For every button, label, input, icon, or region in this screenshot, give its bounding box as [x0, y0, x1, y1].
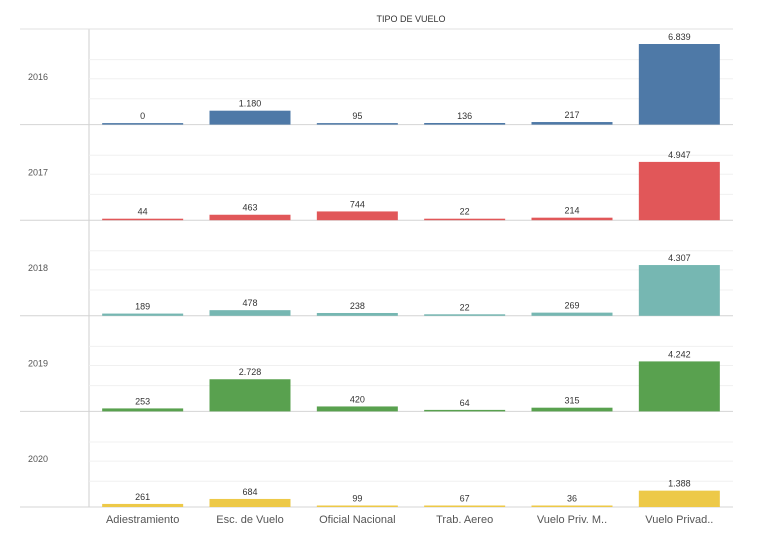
data-label: 253 [135, 396, 150, 406]
data-label: 214 [564, 206, 579, 216]
data-label: 64 [460, 398, 470, 408]
data-label: 36 [567, 494, 577, 504]
data-label: 478 [242, 298, 257, 308]
bar [424, 218, 506, 221]
data-label: 189 [135, 302, 150, 312]
bar [209, 379, 291, 412]
data-label: 684 [242, 487, 257, 497]
bar [316, 123, 398, 125]
row-label-year: 2017 [28, 167, 48, 177]
data-label: 4.947 [668, 150, 691, 160]
x-tick-label: Oficial Nacional [319, 514, 395, 526]
bar [531, 217, 613, 221]
x-tick-label: Adiestramiento [106, 514, 179, 526]
bar [531, 505, 613, 507]
bar [209, 498, 291, 507]
data-label: 22 [460, 302, 470, 312]
data-label: 315 [564, 396, 579, 406]
bar [424, 122, 506, 125]
data-label: 420 [350, 394, 365, 404]
data-label: 95 [352, 111, 362, 121]
row-label-year: 2018 [28, 263, 48, 273]
data-label: 2.728 [239, 367, 262, 377]
data-label: 238 [350, 301, 365, 311]
bar [424, 409, 506, 412]
row-label-year: 2019 [28, 359, 48, 369]
bar [102, 218, 184, 221]
data-label: 1.388 [668, 479, 691, 489]
bar [531, 312, 613, 316]
data-label: 6.839 [668, 32, 691, 42]
x-tick-label: Trab. Aereo [436, 514, 493, 526]
bar [638, 265, 720, 316]
data-label: 4.307 [668, 253, 691, 263]
x-tick-label: Esc. de Vuelo [216, 514, 283, 526]
data-label: 261 [135, 492, 150, 502]
bar [638, 490, 720, 507]
bar [316, 312, 398, 316]
data-label: 22 [460, 207, 470, 217]
bar [638, 161, 720, 221]
data-label: 1.180 [239, 99, 262, 109]
bar [316, 406, 398, 412]
bar [316, 211, 398, 221]
data-label: 136 [457, 111, 472, 121]
bar [316, 505, 398, 507]
data-label: 269 [564, 301, 579, 311]
row-label-year: 2020 [28, 454, 48, 464]
bar [424, 314, 506, 316]
data-label: 463 [242, 203, 257, 213]
x-tick-label: Vuelo Priv. M.. [537, 514, 607, 526]
bar [531, 122, 613, 125]
bar [424, 505, 506, 507]
bar [638, 44, 720, 125]
bar [209, 310, 291, 316]
data-label: 4.242 [668, 349, 691, 359]
bar [638, 361, 720, 412]
bar [531, 407, 613, 412]
data-label: 44 [138, 207, 148, 217]
chart-title: TIPO DE VUELO [376, 14, 445, 24]
bar [102, 503, 184, 507]
row-label-year: 2016 [28, 72, 48, 82]
bar [102, 123, 184, 125]
x-tick-label: Vuelo Privad.. [645, 514, 713, 526]
data-label: 67 [460, 494, 470, 504]
data-label: 217 [564, 110, 579, 120]
bar [102, 313, 184, 316]
data-label: 0 [140, 111, 145, 121]
data-label: 99 [352, 494, 362, 504]
bar [209, 110, 291, 125]
data-label: 744 [350, 199, 365, 209]
bar [209, 214, 291, 221]
bar [102, 408, 184, 412]
